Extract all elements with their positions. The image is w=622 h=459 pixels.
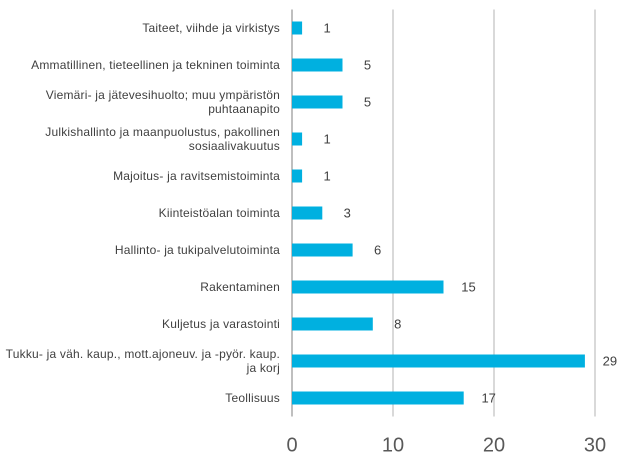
- value-label: 29: [603, 353, 617, 368]
- y-tick-label: Hallinto- ja tukipalvelutoiminta: [114, 243, 280, 257]
- value-label: 6: [374, 242, 381, 257]
- bar: [292, 95, 343, 109]
- bar: [292, 21, 303, 35]
- y-tick-label: Ammatillinen, tieteellinen ja tekninen t…: [31, 58, 280, 72]
- y-tick-label: Teollisuus: [225, 391, 280, 405]
- value-label: 5: [364, 94, 371, 109]
- bar: [292, 132, 303, 146]
- value-label: 17: [481, 390, 495, 405]
- y-tick-label: Rakentaminen: [200, 280, 280, 294]
- y-tick-label: Viemäri- ja jätevesihuolto; muu ympärist…: [45, 88, 280, 116]
- bar: [292, 243, 353, 257]
- value-label: 5: [364, 57, 371, 72]
- bar: [292, 317, 373, 331]
- value-label: 8: [394, 316, 401, 331]
- value-label: 1: [323, 168, 330, 183]
- x-tick-label: 30: [584, 434, 606, 456]
- x-tick-label: 20: [483, 434, 505, 456]
- bar: [292, 354, 585, 368]
- bar: [292, 280, 444, 294]
- x-tick-label: 10: [382, 434, 404, 456]
- value-label: 3: [344, 205, 351, 220]
- bar: [292, 391, 464, 405]
- y-tick-label: Taiteet, viihde ja virkistys: [142, 21, 280, 35]
- y-tick-label: Kiinteistöalan toiminta: [158, 206, 280, 220]
- bar: [292, 206, 323, 220]
- y-tick-label: Tukku- ja väh. kaup., mott.ajoneuv. ja -…: [5, 347, 280, 375]
- value-label: 15: [461, 279, 475, 294]
- value-label: 1: [323, 20, 330, 35]
- y-tick-label: Kuljetus ja varastointi: [162, 317, 280, 331]
- y-tick-label: Julkishallinto ja maanpuolustus, pakolli…: [45, 125, 280, 153]
- y-tick-label: Majoitus- ja ravitsemistoiminta: [113, 169, 280, 183]
- bar: [292, 58, 343, 72]
- x-tick-label: 0: [286, 434, 297, 456]
- bar: [292, 169, 303, 183]
- value-label: 1: [323, 131, 330, 146]
